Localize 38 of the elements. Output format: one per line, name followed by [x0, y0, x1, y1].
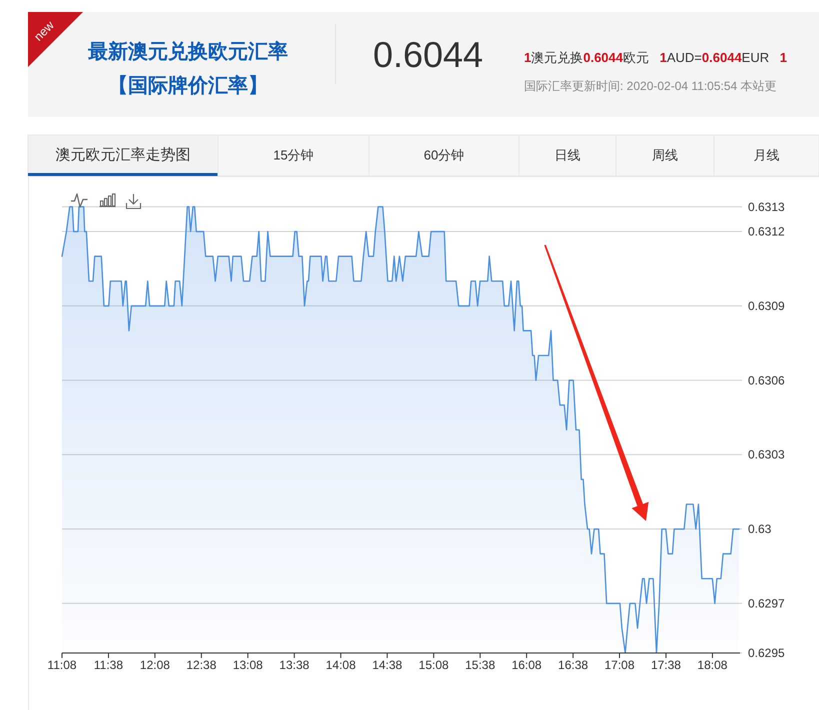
tab[interactable]: 15分钟 [218, 134, 370, 176]
tab[interactable]: 日线 [518, 134, 616, 176]
text: new [31, 18, 57, 44]
x-tick-label: 17:08 [604, 658, 635, 672]
chart-subtitle: 【国际牌价汇率】 [108, 74, 268, 97]
text: 0.6044 [372, 34, 484, 75]
x-tick-label: 13:38 [279, 658, 310, 672]
x-tick-label: 15:08 [418, 658, 450, 672]
tab[interactable]: 60分钟 [368, 134, 520, 176]
x-tick-label: 12:38 [186, 658, 217, 672]
y-tick-label: 0.63 [748, 522, 772, 536]
zigzag-icon[interactable] [71, 193, 88, 208]
text: 国际汇率更新时间: 2020-02-04 11:05:54 本站更 [524, 79, 777, 93]
y-tick-label: 0.6303 [748, 448, 786, 462]
y-tick-label: 0.6295 [748, 646, 786, 660]
tab[interactable]: 澳元欧元汇率走势图 [28, 134, 218, 176]
x-tick-label: 14:08 [326, 658, 356, 672]
y-tick-label: 0.6312 [748, 224, 786, 239]
y-tick-label: 0.6306 [748, 373, 786, 388]
chart-icon[interactable] [100, 193, 116, 208]
tab[interactable]: 月线 [714, 134, 819, 176]
download-icon[interactable] [126, 193, 142, 210]
y-tick-label: 0.6313 [748, 200, 786, 214]
x-tick-label: 11:38 [94, 658, 124, 672]
x-tick-label: 11:08 [47, 658, 77, 672]
tab[interactable]: 周线 [616, 134, 714, 176]
y-tick-label: 0.6297 [748, 596, 786, 610]
x-tick-label: 18:08 [697, 658, 728, 672]
x-tick-label: 17:38 [650, 658, 682, 672]
text: 1澳元兑换0.6044欧元 1AUD=0.6044EUR 1 [524, 50, 787, 65]
x-tick-label: 12:08 [140, 658, 170, 672]
x-tick-label: 16:08 [512, 658, 542, 672]
y-tick-label: 0.6309 [748, 298, 786, 313]
x-tick-label: 13:08 [232, 658, 264, 672]
x-tick-label: 14:38 [372, 658, 403, 672]
chart-title: 最新澳元兑换欧元汇率 [87, 40, 288, 63]
x-tick-label: 16:38 [558, 658, 588, 672]
x-tick-label: 15:38 [465, 658, 496, 672]
